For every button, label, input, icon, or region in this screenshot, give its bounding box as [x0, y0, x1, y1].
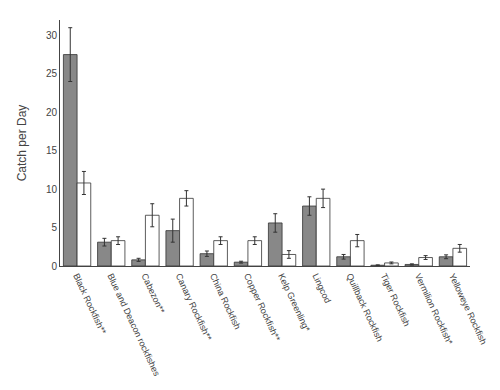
- svg-text:Quillback Rockfish: Quillback Rockfish: [345, 272, 385, 343]
- svg-text:Copper Rockfish**: Copper Rockfish**: [242, 272, 282, 343]
- svg-text:Vermilion Rockfish*: Vermilion Rockfish*: [413, 272, 455, 347]
- svg-text:Tiger Rockfish: Tiger Rockfish: [379, 272, 412, 328]
- svg-text:Cabezon**: Cabezon**: [140, 272, 167, 316]
- svg-text:10: 10: [46, 184, 58, 195]
- svg-text:30: 30: [46, 30, 58, 41]
- svg-text:Lingcod: Lingcod: [310, 272, 332, 305]
- svg-text:Blue and Deacon rockfishes: Blue and Deacon rockfishes: [105, 272, 162, 378]
- svg-text:0: 0: [51, 261, 57, 272]
- svg-text:Catch per Day: Catch per Day: [15, 105, 29, 182]
- svg-text:25: 25: [46, 68, 58, 79]
- svg-text:Yelloweye Rockfish: Yelloweye Rockfish: [447, 272, 489, 346]
- svg-text:China Rockfish: China Rockfish: [208, 272, 243, 331]
- svg-text:15: 15: [46, 145, 58, 156]
- svg-text:20: 20: [46, 107, 58, 118]
- svg-text:Kelp Greenling*: Kelp Greenling*: [276, 272, 312, 334]
- svg-text:Canary Rockfish**: Canary Rockfish**: [174, 272, 214, 343]
- svg-text:Black Rockfish**: Black Rockfish**: [71, 272, 108, 337]
- svg-text:5: 5: [51, 222, 57, 233]
